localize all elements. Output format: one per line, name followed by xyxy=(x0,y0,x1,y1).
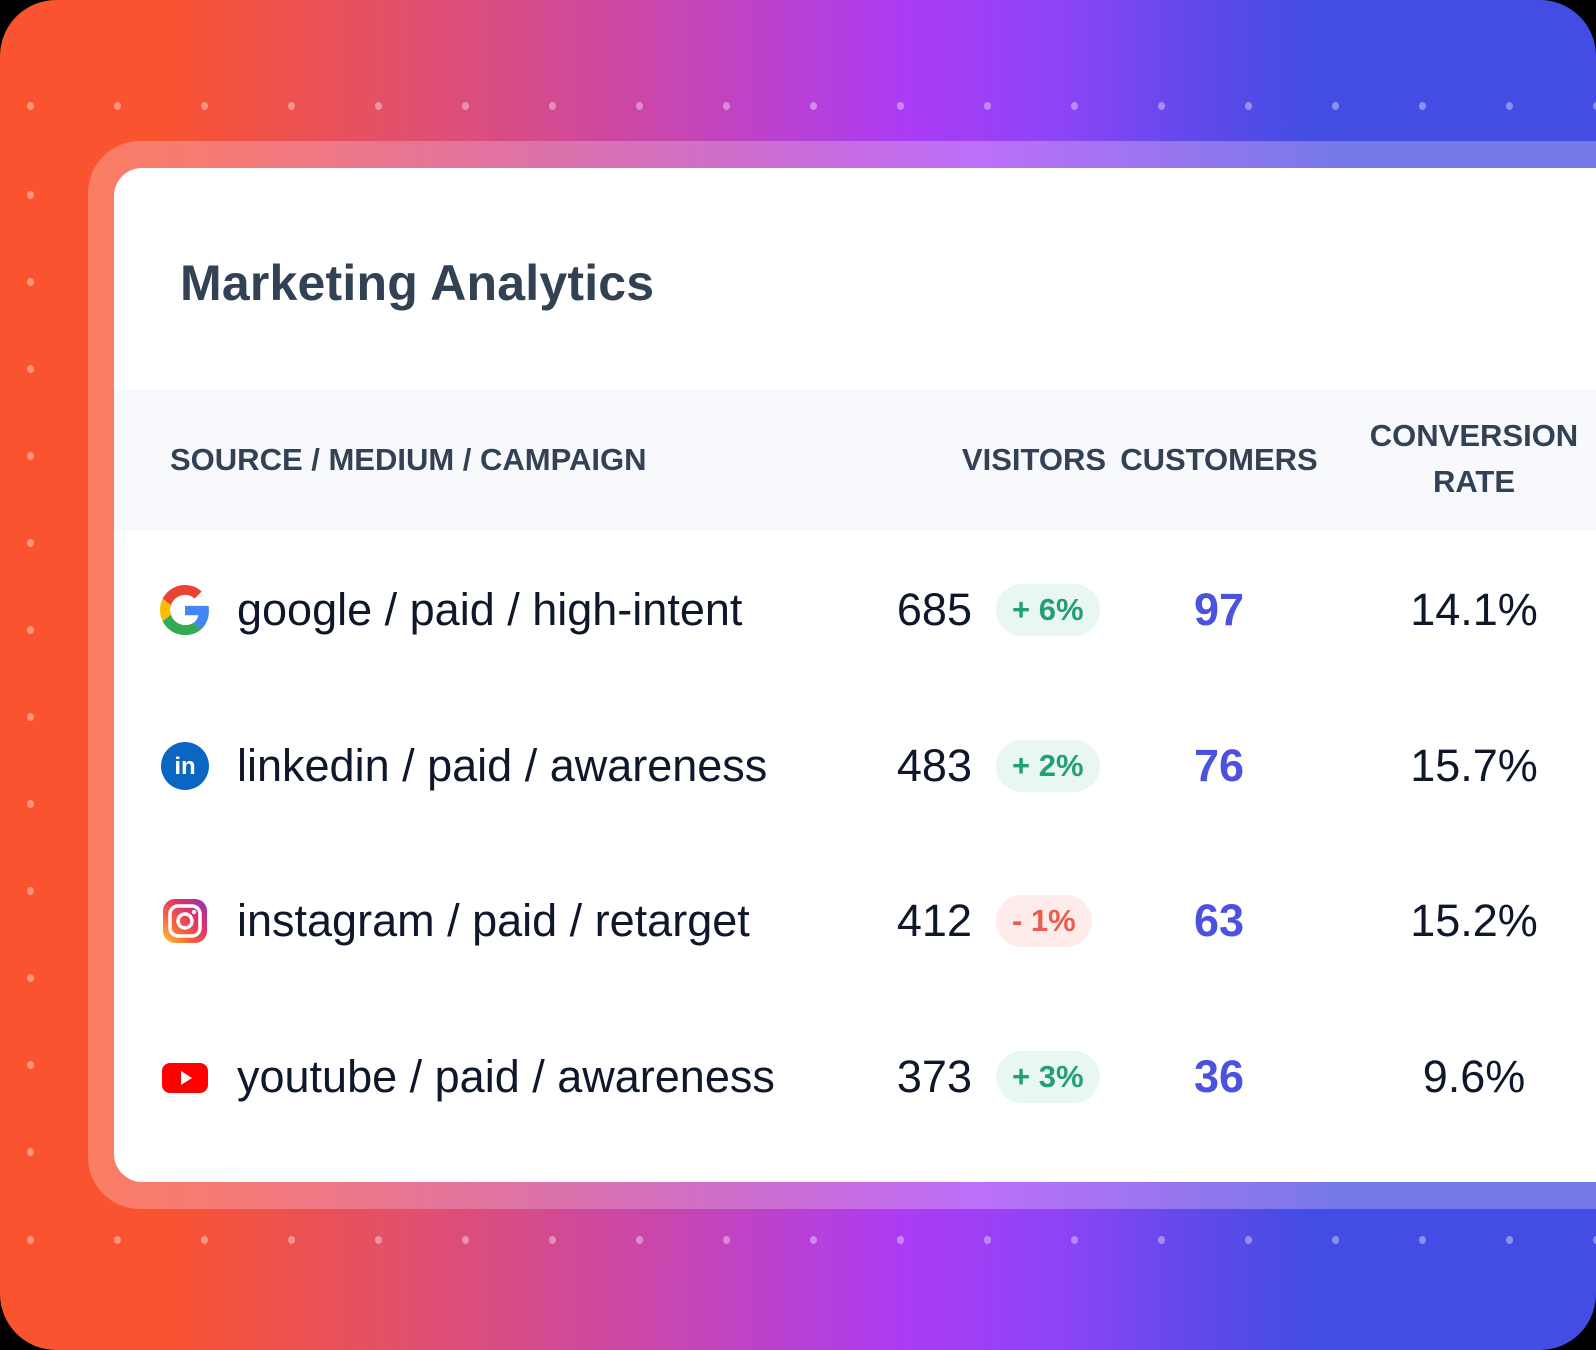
column-header-conversion-rate[interactable]: CONVERSION RATE xyxy=(1364,413,1584,505)
decorative-dots-top xyxy=(0,102,1596,110)
column-header-conversion-line1: CONVERSION xyxy=(1369,418,1579,453)
visitors-value: 685 xyxy=(896,584,972,635)
google-icon xyxy=(160,585,210,635)
change-badge: - 1% xyxy=(996,895,1092,947)
visitors-value: 483 xyxy=(896,740,972,791)
instagram-icon xyxy=(160,896,210,946)
decorative-dots-bottom xyxy=(0,1236,1596,1244)
table-row[interactable]: google / paid / high-intent 685 + 6% 97 … xyxy=(114,535,1596,685)
change-badge: + 3% xyxy=(996,1051,1100,1103)
column-header-source[interactable]: SOURCE / MEDIUM / CAMPAIGN xyxy=(170,442,647,477)
customers-value: 63 xyxy=(1193,895,1245,946)
column-header-customers[interactable]: CUSTOMERS xyxy=(1120,442,1318,477)
customers-value: 97 xyxy=(1193,584,1245,635)
source-label[interactable]: google / paid / high-intent xyxy=(237,584,743,635)
youtube-icon xyxy=(160,1052,210,1102)
table-header: SOURCE / MEDIUM / CAMPAIGN VISITORS CUST… xyxy=(114,389,1596,531)
svg-text:in: in xyxy=(174,753,195,780)
customers-value: 36 xyxy=(1193,1051,1245,1102)
table-row[interactable]: instagram / paid / retarget 412 - 1% 63 … xyxy=(114,846,1596,996)
conversion-rate-value: 14.1% xyxy=(1410,584,1538,635)
customers-value: 76 xyxy=(1193,740,1245,791)
table-row[interactable]: youtube / paid / awareness 373 + 3% 36 9… xyxy=(114,1002,1596,1152)
column-header-conversion-line2: RATE xyxy=(1432,464,1516,499)
source-label[interactable]: instagram / paid / retarget xyxy=(237,895,750,946)
linkedin-icon: in xyxy=(160,741,210,791)
conversion-rate-value: 9.6% xyxy=(1422,1051,1526,1102)
change-badge: + 2% xyxy=(996,740,1100,792)
conversion-rate-value: 15.7% xyxy=(1410,740,1538,791)
visitors-value: 373 xyxy=(896,1051,972,1102)
decorative-dots-left xyxy=(0,0,60,1350)
table-row[interactable]: in linkedin / paid / awareness 483 + 2% … xyxy=(114,691,1596,841)
source-label[interactable]: youtube / paid / awareness xyxy=(237,1051,775,1102)
source-label[interactable]: linkedin / paid / awareness xyxy=(237,740,768,791)
column-header-visitors[interactable]: VISITORS xyxy=(961,442,1107,477)
marketing-analytics-card: Marketing Analytics SOURCE / MEDIUM / CA… xyxy=(114,168,1596,1182)
visitors-value: 412 xyxy=(896,895,972,946)
card-title: Marketing Analytics xyxy=(180,255,655,311)
change-badge: + 6% xyxy=(996,584,1100,636)
conversion-rate-value: 15.2% xyxy=(1410,895,1538,946)
